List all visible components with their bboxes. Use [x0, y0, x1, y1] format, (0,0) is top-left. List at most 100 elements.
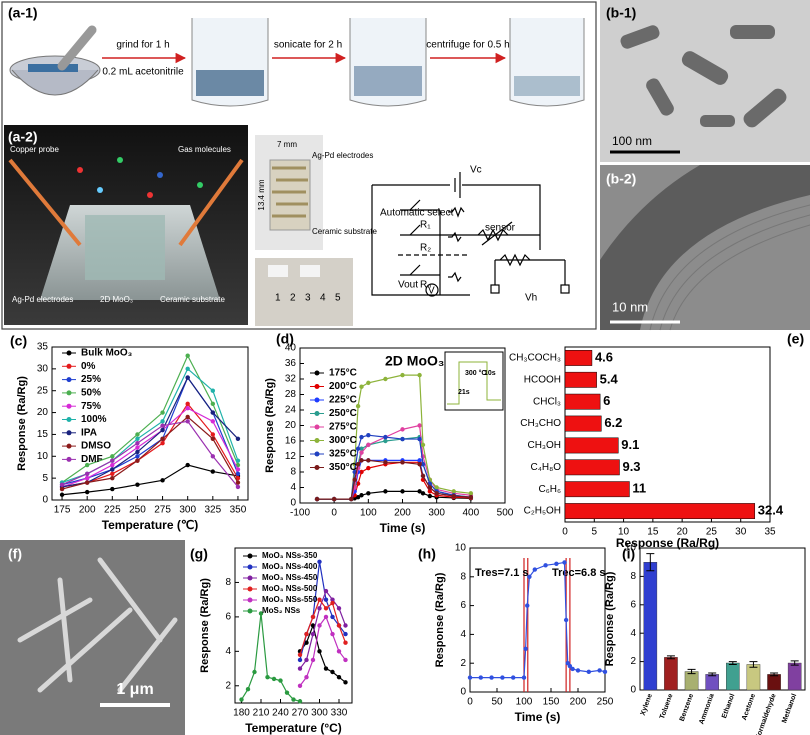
x-tick-label: 200	[570, 697, 587, 708]
legend-label: 275°C	[329, 422, 357, 433]
legend-marker	[314, 397, 320, 403]
point	[331, 496, 337, 502]
y-tick-label: 30	[37, 363, 49, 374]
point	[84, 489, 90, 495]
x-tick-label: 300	[311, 708, 328, 719]
point	[210, 432, 216, 437]
point	[355, 462, 361, 467]
point	[185, 462, 190, 468]
chip-image	[255, 135, 353, 326]
point	[359, 450, 364, 455]
x-axis-label: Response (Ra/Rg)	[616, 536, 719, 550]
point	[554, 561, 559, 567]
point	[185, 375, 190, 380]
legend-label: 100%	[81, 414, 107, 425]
point	[355, 494, 361, 500]
point	[451, 493, 456, 499]
bar	[726, 662, 740, 691]
point	[310, 631, 316, 637]
legend-marker	[247, 597, 253, 603]
category-label: CH₃OH	[527, 440, 561, 451]
y-tick-label: 6	[630, 599, 636, 610]
category-label: Xylene	[640, 693, 654, 717]
point	[59, 486, 65, 492]
y-tick-label: 2	[630, 656, 636, 667]
point	[135, 454, 140, 459]
point	[336, 649, 342, 654]
point	[317, 597, 322, 602]
point	[359, 458, 364, 463]
point	[110, 467, 115, 472]
category-label: C₄H₈O	[531, 462, 562, 473]
legend-label: 300°C	[329, 435, 357, 446]
step-label: centrifuge for 0.5 h	[426, 40, 509, 51]
point	[210, 436, 216, 441]
point	[478, 675, 483, 680]
legend-marker	[314, 438, 320, 443]
legend-marker	[66, 430, 72, 436]
point	[343, 640, 348, 645]
point	[355, 403, 361, 409]
legend-label: MoO₃ NSs-400	[262, 562, 318, 571]
tem-image	[600, 0, 810, 162]
legend-label: 175°C	[329, 368, 357, 379]
y-tick-label: 32	[285, 374, 297, 385]
x-axis-label: Temperature (℃)	[102, 518, 199, 532]
point	[383, 489, 388, 494]
point	[336, 674, 342, 680]
legend-label: MoO₃ NSs-500	[262, 584, 318, 593]
ruler-label: 3	[305, 293, 311, 304]
bar	[767, 674, 781, 691]
point	[235, 458, 241, 463]
point	[511, 675, 516, 680]
point	[210, 410, 216, 415]
x-tick-label: 200	[394, 508, 411, 519]
point	[135, 449, 140, 455]
point	[525, 603, 530, 608]
point	[575, 668, 581, 673]
step-label: sonicate for 2 h	[274, 40, 342, 51]
point	[330, 600, 335, 606]
legend-label: 325°C	[329, 449, 357, 460]
point	[235, 480, 241, 485]
legend-label: MoO₃ NSs-550	[262, 595, 318, 604]
y-axis-label: Response (Ra/Rg)	[16, 376, 28, 471]
circuit-label: V	[428, 286, 435, 297]
value-label: 32.4	[758, 503, 784, 518]
point	[417, 423, 422, 428]
point	[427, 485, 433, 490]
point	[597, 668, 602, 673]
point	[317, 649, 322, 654]
legend-marker	[247, 564, 253, 570]
point	[355, 446, 361, 451]
point	[235, 484, 241, 490]
point	[323, 597, 329, 602]
point	[532, 567, 537, 572]
series-line	[61, 416, 239, 490]
legend-label: MoS₂ NSs	[262, 606, 301, 615]
inset-curve	[447, 361, 501, 405]
legend-marker	[314, 370, 320, 376]
circuit-label: Vh	[525, 293, 537, 304]
point	[185, 353, 190, 358]
legend-marker	[66, 443, 72, 449]
x-tick-label: 15	[647, 527, 659, 538]
y-tick-label: 0	[460, 687, 466, 698]
bar	[746, 664, 761, 691]
x-tick-label: 250	[129, 505, 146, 516]
point	[400, 372, 405, 378]
y-tick-label: 8	[225, 577, 231, 588]
point	[84, 471, 90, 476]
photo-label: 2D MoO₃	[100, 295, 133, 304]
point	[185, 419, 190, 424]
x-tick-label: 275	[154, 505, 171, 516]
point	[323, 606, 329, 611]
point	[336, 623, 342, 628]
y-tick-label: 28	[285, 389, 297, 400]
category-label: CH₃CHO	[520, 418, 561, 429]
point	[265, 674, 270, 680]
point	[359, 384, 364, 389]
series-line	[61, 354, 239, 484]
point	[310, 623, 316, 628]
y-axis-label: Response (Ra/Rg)	[434, 572, 446, 667]
